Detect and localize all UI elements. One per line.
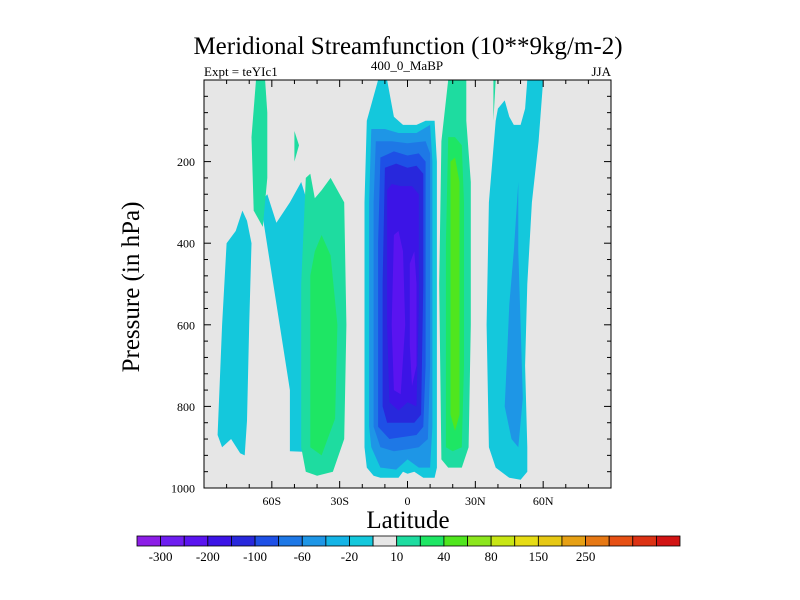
x-axis-label: Latitude (366, 507, 449, 534)
colorbar-box (537, 535, 563, 547)
colorbar-box (372, 535, 398, 547)
colorbar-label: -300 (149, 549, 173, 564)
x-tick-label: 60N (533, 494, 554, 508)
contour-region-13 (294, 131, 299, 162)
axis-ticks: 200 400 600 800 1000 60S 30S 0 30N 60N (171, 80, 611, 508)
contour-region-10 (391, 231, 406, 395)
colorbar-label: 150 (529, 549, 549, 564)
x-tick-label: 30N (465, 494, 486, 508)
x-tick-label: 60S (262, 494, 281, 508)
contour-regions (217, 80, 544, 480)
y-tick-label: 600 (177, 318, 195, 332)
x-tick-label: 30S (330, 494, 349, 508)
plot-area: 200 400 600 800 1000 60S 30S 0 30N 60N (171, 79, 612, 508)
colorbar-box (231, 535, 256, 547)
period-label: 400_0_MaBP (371, 58, 443, 73)
colorbar-box (254, 535, 280, 547)
contour-region-1 (217, 210, 252, 456)
colorbar-label: 80 (485, 549, 498, 564)
y-axis-label: Pressure (in hPa) (118, 202, 145, 373)
y-tick-label: 800 (177, 400, 195, 414)
colorbar-box (183, 535, 209, 547)
colorbar-box (207, 535, 232, 547)
colorbar-box (443, 535, 468, 547)
colorbar-label: -20 (341, 549, 358, 564)
contour-region-0 (260, 182, 313, 453)
colorbar-box (349, 535, 374, 547)
colorbar-box (325, 535, 350, 547)
y-tick-label: 400 (177, 237, 195, 251)
y-tick-label: 1000 (171, 482, 195, 496)
colorbar-box (585, 535, 610, 547)
colorbar-box (136, 535, 162, 547)
x-tick-label: 0 (405, 494, 411, 508)
colorbar-label: 250 (576, 549, 596, 564)
colorbar-box (278, 535, 303, 547)
y-tick-label: 200 (177, 155, 195, 169)
colorbar-box (655, 535, 681, 547)
colorbar-box (467, 535, 492, 547)
colorbar-box (160, 535, 185, 547)
contour-region-5 (504, 182, 523, 448)
contour-region-11 (409, 251, 417, 386)
contour-region-12 (251, 80, 268, 227)
colorbar-box (608, 535, 634, 547)
contour-region-17 (310, 235, 338, 456)
season-label: JJA (591, 64, 611, 79)
colorbar-label: 10 (390, 549, 403, 564)
contour-region-16 (493, 80, 496, 121)
colorbar-box (419, 535, 445, 547)
colorbar-box (396, 535, 421, 547)
colorbar-box (301, 535, 327, 547)
colorbar-box (490, 535, 516, 547)
colorbar-box (632, 535, 657, 547)
colorbar: -300 -200 -100 -60 -20 10 40 80 150 250 (136, 535, 681, 564)
contour-region-19 (450, 157, 460, 431)
chart-title: Meridional Streamfunction (10**9kg/m-2) (193, 33, 622, 60)
colorbar-box (561, 535, 586, 547)
colorbar-label: -100 (243, 549, 267, 564)
colorbar-label: -60 (294, 549, 311, 564)
colorbar-label: 40 (437, 549, 450, 564)
colorbar-box (514, 535, 539, 547)
colorbar-label: -200 (196, 549, 220, 564)
experiment-label: Expt = teYIc1 (204, 64, 278, 79)
